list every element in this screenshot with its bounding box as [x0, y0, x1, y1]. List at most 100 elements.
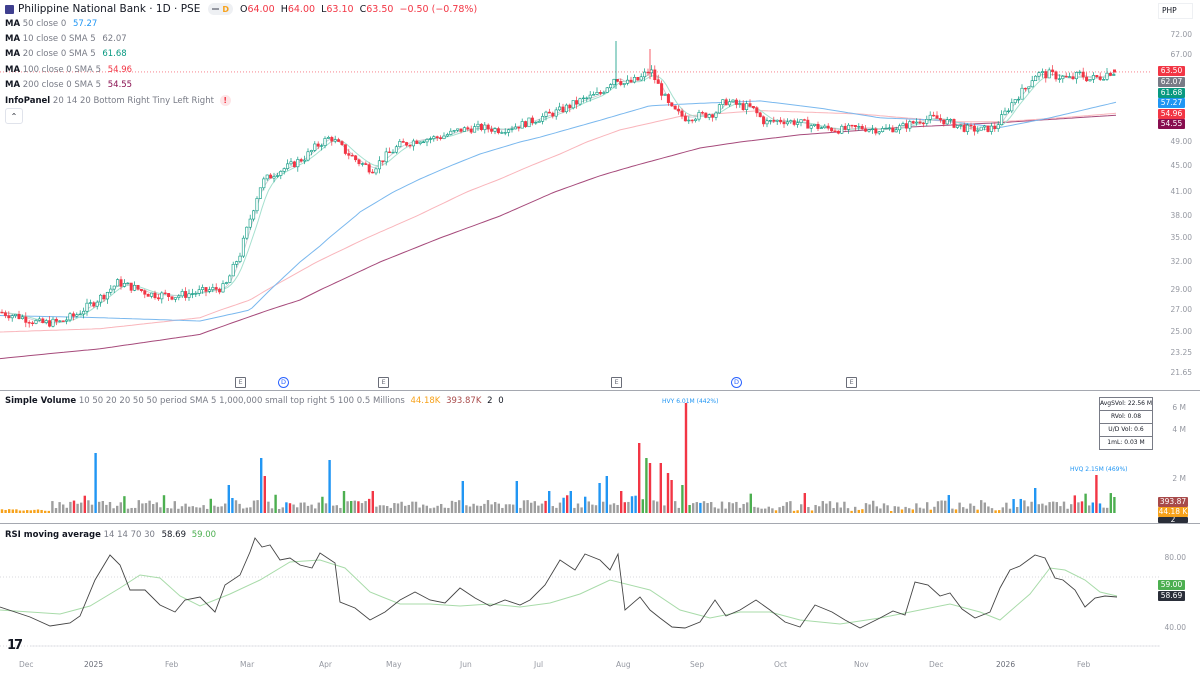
indicator-legend-1[interactable]: MA 10 close 0 SMA 5 62.07 [5, 34, 127, 45]
volume-bar [126, 508, 130, 513]
volume-bar [839, 507, 842, 513]
volume-bar [767, 506, 770, 513]
interval-pill[interactable]: D [208, 3, 233, 15]
volume-bar [72, 500, 76, 513]
volume-bar [764, 508, 767, 513]
volume-bar [699, 502, 702, 513]
indicator-name: MA [5, 64, 21, 75]
symbol-header: Philippine National Bank · 1D · PSE D O6… [5, 3, 477, 15]
volume-bar [414, 501, 418, 513]
time-axis-label: Sep [690, 660, 705, 669]
volume-bar [443, 507, 446, 513]
pane-divider-rsi[interactable] [0, 523, 1200, 524]
volume-bar [321, 496, 324, 513]
volume-bar [753, 506, 756, 513]
pane-divider-volume[interactable] [0, 390, 1200, 391]
volume-bar [972, 505, 976, 513]
price-axis-label: 35.00 [1170, 233, 1192, 242]
volume-bar [191, 506, 194, 513]
volume-bar [638, 443, 641, 513]
volume-bar [501, 507, 504, 513]
indicator-legend-4[interactable]: MA 200 close 0 SMA 5 54.55 [5, 80, 132, 91]
volume-bar [220, 506, 223, 513]
time-axis-label: Dec [19, 660, 34, 669]
volume-bar [792, 510, 796, 513]
rsi-legend-name[interactable]: RSI moving average [5, 530, 101, 540]
volume-bar [440, 503, 443, 513]
earnings-event-icon[interactable]: E [611, 377, 622, 388]
indicator-value: 62.07 [102, 34, 127, 45]
indicator-legend-2[interactable]: MA 20 close 0 SMA 5 61.68 [5, 49, 127, 60]
volume-bar [317, 502, 320, 513]
volume-bar [641, 499, 644, 513]
volume-bar [990, 508, 994, 513]
volume-bar [486, 500, 490, 513]
indicator-name: InfoPanel [5, 96, 51, 106]
volume-bar [1023, 500, 1026, 513]
volume-bar [1080, 501, 1084, 513]
volume-sma-value: 393.87K [446, 396, 482, 406]
indicator-legend-0[interactable]: MA 50 close 0 57.27 [5, 19, 97, 30]
volume-bar [33, 509, 36, 513]
volume-bar [144, 503, 148, 513]
volume-bar [886, 505, 889, 513]
symbol-title[interactable]: Philippine National Bank · 1D · PSE [18, 3, 201, 15]
volume-axis-label: 6 M [1172, 403, 1186, 412]
indicator-legend-5[interactable]: InfoPanel 20 14 20 Bottom Right Tiny Lef… [5, 95, 231, 107]
volume-bar [170, 508, 173, 513]
volume-bar [94, 453, 97, 513]
price-axis-label: 23.25 [1170, 348, 1192, 357]
volume-bar [1091, 502, 1094, 513]
volume-bar [836, 502, 839, 513]
volume-bar [1077, 502, 1080, 513]
volume-bar [692, 503, 695, 513]
earnings-event-icon[interactable]: E [235, 377, 246, 388]
volume-bar [353, 500, 356, 513]
indicator-params: 10 close 0 SMA 5 [20, 34, 99, 45]
volume-bar [587, 501, 590, 513]
volume-bar [785, 502, 788, 513]
rsi-axis-label: 40.00 [1164, 623, 1186, 632]
warning-icon[interactable]: ! [219, 95, 231, 106]
volume-bar [890, 510, 893, 513]
volume-bar [234, 500, 238, 513]
earnings-event-icon[interactable]: E [378, 377, 389, 388]
volume-bar [155, 502, 158, 513]
volume-bar [929, 509, 932, 513]
ma200-line [0, 114, 1117, 360]
earnings-event-icon[interactable]: E [846, 377, 857, 388]
volume-bar [202, 505, 205, 513]
volume-bar [195, 507, 198, 513]
volume-bar [1030, 501, 1033, 513]
volume-bar [332, 505, 335, 513]
ohlc-values: O64.00 H64.00 L63.10 C63.50 −0.50 (−0.78… [239, 3, 478, 15]
volume-bar [580, 507, 583, 513]
volume-bar [821, 501, 824, 513]
volume-bar [80, 502, 83, 513]
tradingview-logo[interactable]: 17 [7, 638, 23, 653]
dividend-event-icon[interactable]: D [278, 377, 289, 388]
dividend-event-icon[interactable]: D [731, 377, 742, 388]
volume-bar [648, 463, 652, 513]
volume-bar [933, 506, 936, 513]
volume-bar [904, 506, 907, 513]
volume-bar [882, 503, 886, 513]
volume-bar [504, 504, 508, 513]
volume-bar [609, 504, 612, 513]
collapse-legend-button[interactable]: ⌃ [5, 108, 23, 124]
price-tag: 54.96 [1158, 109, 1185, 119]
volume-bar [1019, 498, 1022, 513]
indicator-legend-3[interactable]: MA 100 close 0 SMA 5 54.96 [5, 65, 132, 76]
volume-legend-name[interactable]: Simple Volume [5, 396, 77, 406]
volume-bar [558, 502, 562, 513]
volume-bar [281, 507, 284, 513]
volume-bar [263, 476, 266, 513]
volume-bar [18, 510, 22, 513]
currency-selector[interactable]: PHP [1158, 3, 1193, 19]
time-axis-label: Jul [534, 660, 544, 669]
volume-bar [324, 503, 328, 513]
indicator-name: MA [5, 49, 21, 60]
volume-bar [911, 509, 914, 513]
volume-bar [101, 501, 104, 513]
